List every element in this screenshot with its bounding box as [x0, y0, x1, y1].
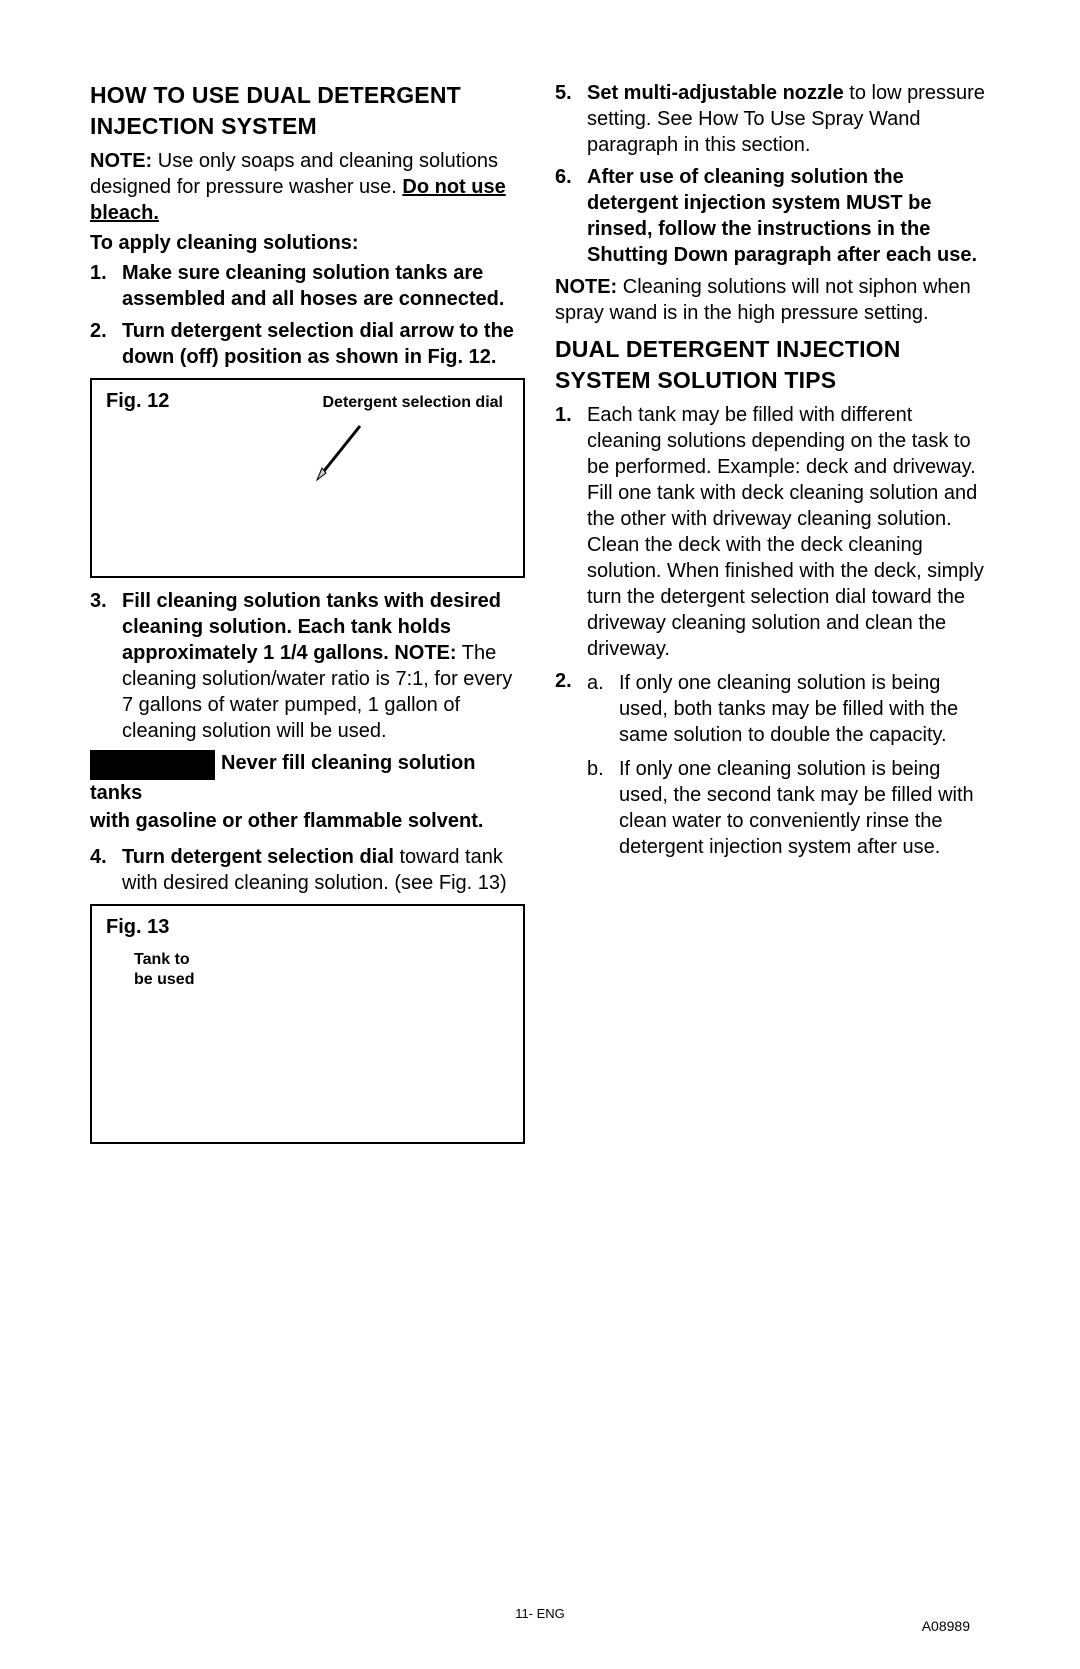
document-code: A08989 [922, 1618, 970, 1634]
tip-2: 2. a. If only one cleaning solution is b… [555, 668, 990, 868]
tip-2b-text: If only one cleaning solution is being u… [619, 756, 990, 860]
tip-2b-letter: b. [587, 756, 619, 860]
page-footer: 11- ENG A08989 [0, 1606, 1080, 1621]
step-3-number: 3. [90, 588, 122, 744]
step-1: 1. Make sure cleaning solution tanks are… [90, 260, 525, 312]
warning-paragraph: Never fill cleaning solution tanks [90, 750, 525, 806]
left-column: HOW TO USE DUAL DETERGENT INJECTION SYST… [90, 80, 525, 1154]
warning-rest: with gasoline or other flammable solvent… [90, 808, 525, 834]
note2-text: Cleaning solutions will not siphon when … [555, 276, 971, 324]
step-5-number: 5. [555, 80, 587, 158]
warning-box-icon [90, 750, 215, 780]
figure-13-label: Fig. 13 [106, 916, 169, 938]
two-column-layout: HOW TO USE DUAL DETERGENT INJECTION SYST… [90, 80, 990, 1154]
tip-2-content: a. If only one cleaning solution is bein… [587, 668, 990, 868]
step-2-number: 2. [90, 318, 122, 370]
tip-2a-text: If only one cleaning solution is being u… [619, 670, 990, 748]
step-3: 3. Fill cleaning solution tanks with des… [90, 588, 525, 744]
step-6-bold: After use of cleaning solution the deter… [587, 164, 990, 268]
figure-13: Fig. 13 Tank to be used [90, 904, 525, 1144]
tip-2a-letter: a. [587, 670, 619, 748]
step-5: 5. Set multi-adjustable nozzle to low pr… [555, 80, 990, 158]
note2-label: NOTE: [555, 276, 617, 298]
steps-list-3: 4. Turn detergent selection dial toward … [90, 844, 525, 896]
steps-list-2: 3. Fill cleaning solution tanks with des… [90, 588, 525, 744]
step-2-text: Turn detergent selection dial arrow to t… [122, 318, 525, 370]
step-1-text: Make sure cleaning solution tanks are as… [122, 260, 525, 312]
tip-1: 1. Each tank may be filled with differen… [555, 402, 990, 662]
section-heading-tips: DUAL DETERGENT INJECTION SYSTEM SOLUTION… [555, 334, 990, 396]
right-column: 5. Set multi-adjustable nozzle to low pr… [555, 80, 990, 1154]
tip-1-text: Each tank may be filled with different c… [587, 402, 990, 662]
section-heading-how-to-use: HOW TO USE DUAL DETERGENT INJECTION SYST… [90, 80, 525, 142]
step-5-bold: Set multi-adjustable nozzle [587, 82, 844, 104]
step-5-content: Set multi-adjustable nozzle to low press… [587, 80, 990, 158]
step-3-bold: Fill cleaning solution tanks with desire… [122, 590, 501, 664]
step-6-number: 6. [555, 164, 587, 268]
figure-12-label: Fig. 12 [106, 390, 169, 412]
note-paragraph: NOTE: Use only soaps and cleaning soluti… [90, 148, 525, 226]
note2-paragraph: NOTE: Cleaning solutions will not siphon… [555, 274, 990, 326]
step-3-content: Fill cleaning solution tanks with desire… [122, 588, 525, 744]
step-6: 6. After use of cleaning solution the de… [555, 164, 990, 268]
tip-1-number: 1. [555, 402, 587, 662]
step-1-number: 1. [90, 260, 122, 312]
steps-list-1: 1. Make sure cleaning solution tanks are… [90, 260, 525, 370]
step-4-content: Turn detergent selection dial toward tan… [122, 844, 525, 896]
apply-heading: To apply cleaning solutions: [90, 230, 525, 256]
note-label: NOTE: [90, 150, 152, 172]
step-4-bold: Turn detergent selection dial [122, 846, 394, 868]
step-2: 2. Turn detergent selection dial arrow t… [90, 318, 525, 370]
figure-12: Fig. 12 Detergent selection dial [90, 378, 525, 578]
step-4: 4. Turn detergent selection dial toward … [90, 844, 525, 896]
figure-12-caption: Detergent selection dial [323, 394, 504, 412]
tip-2-sublist: a. If only one cleaning solution is bein… [587, 670, 990, 860]
page-number: 11- ENG [0, 1606, 1080, 1621]
tip-2b: b. If only one cleaning solution is bein… [587, 756, 990, 860]
dial-pointer-icon [302, 418, 372, 488]
tip-2-number: 2. [555, 668, 587, 868]
tip-2a: a. If only one cleaning solution is bein… [587, 670, 990, 748]
steps-list-4: 5. Set multi-adjustable nozzle to low pr… [555, 80, 990, 268]
tips-list: 1. Each tank may be filled with differen… [555, 402, 990, 868]
figure-13-caption: Tank to be used [134, 950, 194, 990]
step-4-number: 4. [90, 844, 122, 896]
